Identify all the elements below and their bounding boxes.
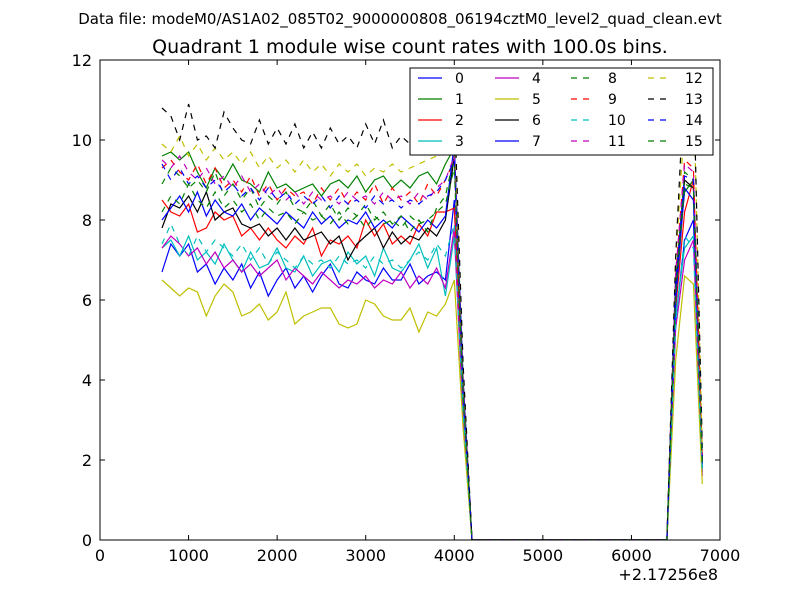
- x-tick-label: 5000: [522, 546, 563, 565]
- x-tick-label: 4000: [434, 546, 475, 565]
- x-tick-label: 0: [95, 546, 105, 565]
- y-tick-label: 4: [82, 371, 92, 390]
- series-line-11: [161, 154, 703, 540]
- y-tick-label: 8: [82, 211, 92, 230]
- y-tick-label: 0: [82, 531, 92, 550]
- series-line-7: [161, 143, 703, 540]
- legend-label-1: 1: [455, 92, 464, 108]
- legend-label-15: 15: [685, 134, 703, 150]
- legend-label-8: 8: [608, 71, 617, 87]
- legend-label-14: 14: [685, 113, 703, 129]
- legend-label-12: 12: [685, 71, 703, 87]
- legend-label-3: 3: [455, 134, 464, 150]
- y-tick-label: 10: [72, 131, 92, 150]
- x-tick-label: 2000: [257, 546, 298, 565]
- x-offset-label: +2.17256e8: [618, 565, 718, 584]
- series-line-15: [161, 167, 703, 540]
- series-line-5: [161, 274, 703, 540]
- legend-label-10: 10: [608, 113, 626, 129]
- series-line-6: [161, 155, 703, 540]
- figure-suptitle: Data file: modeM0/AS1A02_085T02_90000008…: [78, 10, 722, 29]
- legend-label-0: 0: [455, 71, 464, 87]
- series-line-13: [161, 71, 703, 540]
- x-tick-label: 6000: [611, 546, 652, 565]
- series-line-8: [161, 155, 703, 540]
- legend-label-5: 5: [532, 92, 541, 108]
- chart-title: Quadrant 1 module wise count rates with …: [152, 36, 668, 58]
- x-tick-label: 7000: [700, 546, 741, 565]
- x-tick-label: 1000: [168, 546, 209, 565]
- series-line-4: [161, 227, 703, 540]
- series-line-14: [161, 159, 703, 540]
- legend-label-4: 4: [532, 71, 541, 87]
- y-tick-label: 6: [82, 291, 92, 310]
- series-line-2: [161, 179, 703, 540]
- series-line-3: [161, 234, 703, 540]
- series-line-10: [161, 222, 703, 540]
- legend-label-7: 7: [532, 134, 541, 150]
- legend-label-9: 9: [608, 92, 617, 108]
- plot-lines: [161, 71, 703, 540]
- legend-label-13: 13: [685, 92, 703, 108]
- series-line-9: [161, 158, 703, 540]
- series-line-12: [161, 79, 703, 540]
- legend-label-11: 11: [608, 134, 626, 150]
- y-tick-label: 2: [82, 451, 92, 470]
- x-tick-label: 3000: [345, 546, 386, 565]
- y-tick-label: 12: [72, 51, 92, 70]
- legend-label-2: 2: [455, 113, 464, 129]
- legend-label-6: 6: [532, 113, 541, 129]
